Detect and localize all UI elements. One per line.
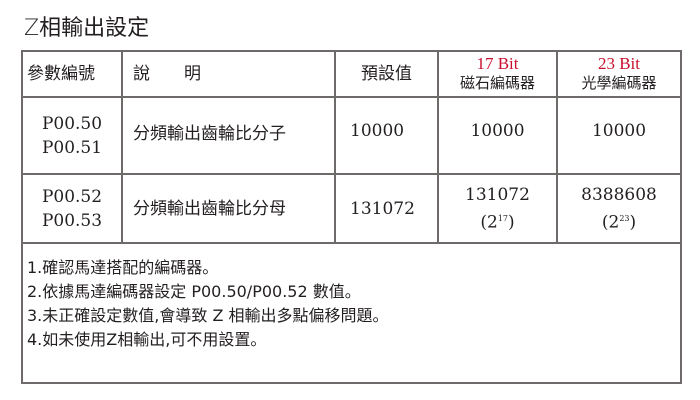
- exponent: 23: [619, 213, 630, 223]
- note-item: 2.依據馬達編碼器設定 P00.50/P00.52 數值。: [27, 282, 361, 301]
- param-code: P00.52: [41, 186, 103, 207]
- header-23bit-name: 光學編碼器: [581, 74, 657, 92]
- divider: [556, 50, 558, 244]
- divider: [334, 50, 336, 244]
- row1-desc: 分頻輸出齒輪比分子: [133, 123, 286, 144]
- header-desc: 說 明: [133, 64, 201, 84]
- divider: [680, 50, 682, 384]
- value: 131072: [465, 184, 530, 205]
- param-code: P00.50: [41, 113, 103, 134]
- divider: [21, 50, 682, 52]
- header-23bit-label: 23 Bit: [597, 54, 641, 73]
- row2-desc: 分頻輸出齒輪比分母: [133, 198, 286, 219]
- header-17bit-name: 磁石編碼器: [459, 74, 535, 92]
- header-17bit: 17 Bit 磁石編碼器: [439, 52, 556, 96]
- row1-param: P00.50 P00.51: [23, 98, 121, 173]
- param-code: P00.51: [41, 137, 103, 158]
- row2-23bit: 8388608 (223): [558, 175, 680, 242]
- paren: ): [508, 212, 515, 233]
- power-of-two: (223): [602, 207, 636, 235]
- row1-23bit: 10000: [591, 121, 647, 141]
- page-title: Z相輸出設定: [24, 16, 150, 41]
- divider: [21, 382, 682, 384]
- divider: [121, 50, 123, 244]
- header-param: 參數編號: [27, 64, 95, 84]
- header-default: 預設值: [361, 64, 412, 84]
- exponent: 17: [497, 213, 508, 223]
- divider: [21, 96, 682, 98]
- divider: [21, 242, 682, 244]
- divider: [21, 173, 682, 175]
- divider: [437, 50, 439, 244]
- base: (2: [601, 212, 620, 233]
- row2-param: P00.52 P00.53: [23, 175, 121, 242]
- param-code: P00.53: [41, 210, 103, 231]
- header-23bit: 23 Bit 光學編碼器: [558, 52, 680, 96]
- note-item: 1.確認馬達搭配的編碼器。: [27, 258, 219, 277]
- value: 8388608: [581, 184, 657, 205]
- row2-default: 131072: [350, 198, 415, 219]
- power-of-two: (217): [480, 207, 514, 235]
- row2-17bit: 131072 (217): [439, 175, 556, 242]
- header-17bit-label: 17 Bit: [476, 54, 519, 73]
- base: (2: [480, 212, 498, 233]
- row1-17bit: 10000: [470, 121, 525, 141]
- row1-default: 10000: [350, 121, 405, 141]
- paren: ): [629, 212, 637, 233]
- notes: 1.確認馬達搭配的編碼器。 2.依據馬達編碼器設定 P00.50/P00.52 …: [27, 256, 389, 352]
- note-item: 4.如未使用Z相輸出,可不用設置。: [27, 330, 267, 349]
- note-item: 3.未正確設定數值,會導致 Z 相輸出多點偏移問題。: [27, 306, 389, 325]
- divider: [21, 50, 23, 384]
